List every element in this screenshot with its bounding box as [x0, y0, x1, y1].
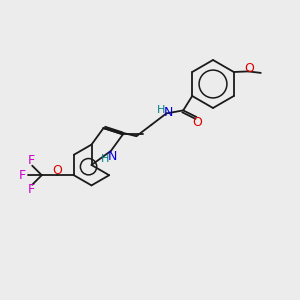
Text: F: F — [19, 169, 26, 182]
Text: F: F — [28, 183, 35, 196]
Text: H: H — [157, 105, 165, 115]
Text: O: O — [244, 62, 254, 76]
Text: H: H — [101, 154, 110, 164]
Text: N: N — [108, 150, 117, 164]
Text: F: F — [28, 154, 35, 167]
Text: O: O — [52, 164, 62, 177]
Text: N: N — [164, 106, 173, 119]
Text: O: O — [193, 116, 202, 129]
